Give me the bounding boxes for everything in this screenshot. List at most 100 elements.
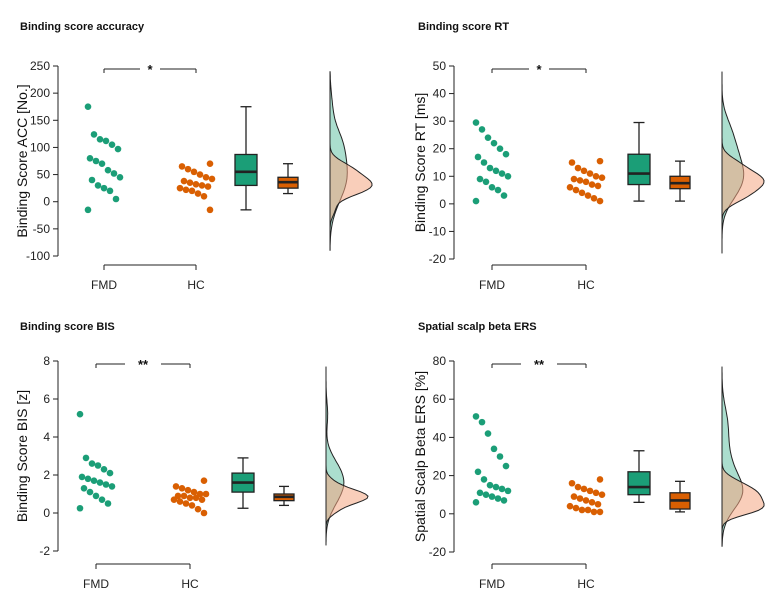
data-point (202, 490, 210, 498)
density-plots (329, 71, 373, 251)
data-point (196, 171, 204, 178)
data-point (584, 506, 592, 514)
data-point (188, 502, 196, 509)
points-hc (566, 157, 606, 205)
data-point (208, 175, 216, 183)
data-point (568, 159, 576, 166)
y-axis: -20 0 20 40 60 80 Spatial Scalp Beta ERS [%] (412, 354, 455, 559)
x-tick-label-fmd: FMD (91, 278, 117, 292)
data-point (598, 174, 606, 181)
data-point (104, 500, 112, 507)
x-tick-label-hc: HC (181, 577, 199, 591)
data-point (568, 479, 576, 487)
y-tick-label: 10 (433, 169, 447, 183)
data-point (194, 190, 202, 197)
x-tick-label-hc: HC (577, 278, 595, 292)
data-point (582, 178, 590, 186)
significance-label: * (147, 62, 153, 77)
significance-label: ** (534, 357, 545, 372)
x-tick-label-fmd: FMD (479, 278, 505, 292)
data-point (112, 195, 120, 203)
y-tick-label: 6 (43, 392, 50, 406)
data-point (570, 493, 578, 500)
data-point (484, 430, 492, 437)
y-tick-label: 2 (43, 468, 50, 482)
data-point (176, 498, 184, 505)
x-axis: FMD HC (83, 563, 199, 591)
points-fmd (76, 410, 116, 512)
data-point (592, 172, 600, 180)
box-iqr (627, 471, 651, 496)
data-point (206, 160, 214, 168)
panel-4: Spatial scalp beta ERS -20 0 20 40 60 80 Spatia… (412, 321, 765, 591)
data-point (106, 187, 114, 195)
data-point (200, 509, 208, 517)
data-point (472, 413, 480, 420)
y-tick-label: 20 (433, 142, 447, 156)
data-point (582, 497, 590, 504)
data-point (86, 488, 94, 496)
data-point (472, 197, 480, 205)
data-point (186, 494, 194, 502)
data-point (178, 163, 186, 170)
significance-label: ** (138, 357, 149, 372)
data-point (94, 462, 102, 469)
data-point (578, 189, 586, 197)
data-point (566, 184, 574, 191)
y-tick-label: 50 (433, 59, 447, 73)
data-point (486, 164, 494, 172)
data-point (494, 495, 502, 502)
x-tick-label-hc: HC (577, 577, 595, 591)
data-point (202, 173, 210, 181)
data-point (586, 170, 594, 177)
data-point (472, 499, 480, 506)
y-tick-label: -10 (429, 224, 447, 238)
data-point (486, 481, 494, 489)
data-point (472, 119, 480, 126)
data-point (92, 157, 100, 165)
data-point (478, 418, 486, 426)
y-tick-label: -20 (429, 545, 447, 559)
data-point (594, 500, 602, 508)
density-plots (721, 71, 765, 254)
data-point (492, 483, 500, 491)
density-plots (721, 366, 765, 547)
data-point (84, 103, 92, 111)
y-tick-label: 200 (30, 86, 50, 100)
data-point (598, 491, 606, 499)
data-point (596, 197, 604, 205)
y-tick-label: 0 (43, 506, 50, 520)
data-point (476, 175, 484, 183)
data-point (590, 508, 598, 516)
data-point (588, 499, 596, 506)
data-point (566, 502, 574, 510)
box-iqr (627, 153, 651, 186)
y-tick-label: 60 (433, 392, 447, 406)
points-fmd (472, 413, 512, 506)
data-point (570, 175, 578, 183)
data-point (114, 145, 122, 153)
data-point (110, 170, 118, 177)
data-point (198, 496, 206, 504)
panel-title: Binding score accuracy (20, 21, 145, 33)
data-point (98, 496, 106, 504)
data-point (580, 167, 588, 175)
y-axis-label: Binding Score RT [ms] (412, 93, 428, 233)
data-point (576, 495, 584, 502)
y-tick-label: 0 (439, 197, 446, 211)
panel-title: Spatial scalp beta ERS (418, 321, 537, 333)
data-point (474, 468, 482, 476)
data-point (504, 487, 512, 495)
x-axis: FMD HC (91, 264, 205, 292)
data-point (592, 489, 600, 497)
data-point (480, 476, 488, 483)
points-fmd (84, 103, 124, 214)
data-point (90, 131, 98, 138)
boxplot-fmd (627, 121, 651, 202)
data-point (184, 486, 192, 494)
panel-2: Binding score RT -20 -10 0 10 20 30 40 50 Binding… (412, 21, 765, 292)
data-point (100, 466, 108, 473)
data-point (596, 157, 604, 165)
